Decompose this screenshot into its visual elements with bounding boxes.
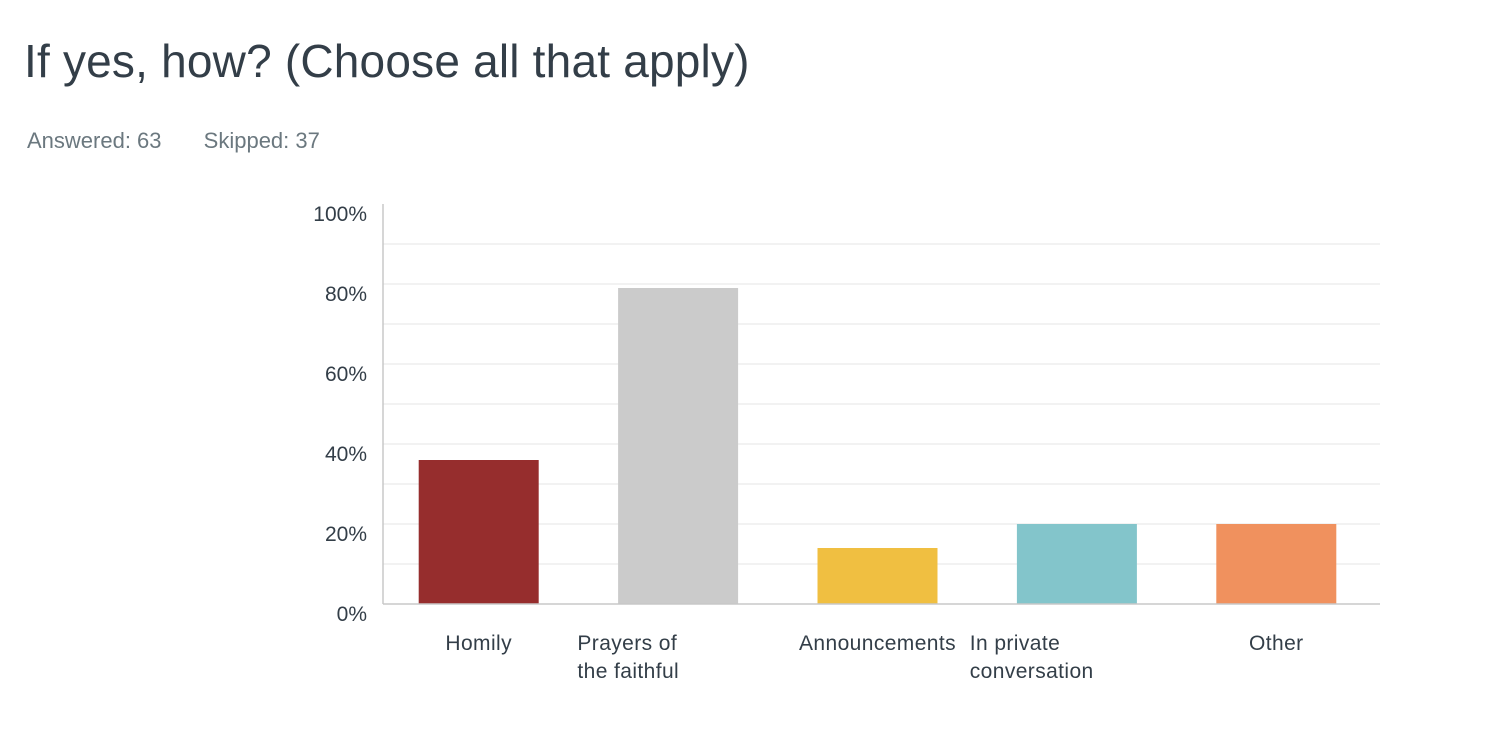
answered-count: Answered: 63: [27, 128, 162, 153]
x-category-label: In private conversation: [970, 632, 1094, 683]
x-category-label-line: Homily: [445, 632, 512, 655]
x-category-label-line: Other: [1249, 632, 1304, 655]
y-tick-label: 20%: [325, 523, 367, 546]
y-tick-label: 80%: [325, 283, 367, 306]
bar-announcements: [817, 548, 938, 604]
x-category-label-line: the faithful: [577, 660, 679, 683]
x-category-label: Other: [1249, 632, 1304, 655]
y-axis-ticks: 0% 20% 40% 60% 80% 100%: [313, 203, 367, 626]
y-tick-label: 100%: [313, 203, 367, 226]
x-axis-labels: Homily Prayers of the faithful Announcement…: [445, 632, 1303, 683]
y-tick-label: 0%: [337, 603, 367, 626]
skipped-count: Skipped: 37: [203, 128, 320, 153]
bars: [418, 288, 1337, 604]
y-tick-label: 60%: [325, 363, 367, 386]
bar-in-private-conversation: [1016, 524, 1137, 604]
response-stats: Answered: 63 Skipped: 37: [27, 128, 320, 154]
x-category-label: Prayers of the faithful: [577, 632, 679, 683]
x-category-label-line: In private: [970, 632, 1060, 655]
axes: [382, 204, 1380, 605]
bar-other: [1216, 524, 1337, 604]
x-category-label-line: Prayers of: [577, 632, 677, 655]
bar-prayers-of-the-faithful: [618, 288, 739, 604]
gridlines: [383, 243, 1380, 565]
x-category-label: Announcements: [799, 632, 956, 655]
x-category-label-line: Announcements: [799, 632, 956, 655]
y-tick-label: 40%: [325, 443, 367, 466]
page-title: If yes, how? (Choose all that apply): [24, 35, 750, 87]
bar-homily: [418, 460, 539, 604]
x-category-label-line: conversation: [970, 660, 1094, 683]
x-category-label: Homily: [445, 632, 512, 655]
